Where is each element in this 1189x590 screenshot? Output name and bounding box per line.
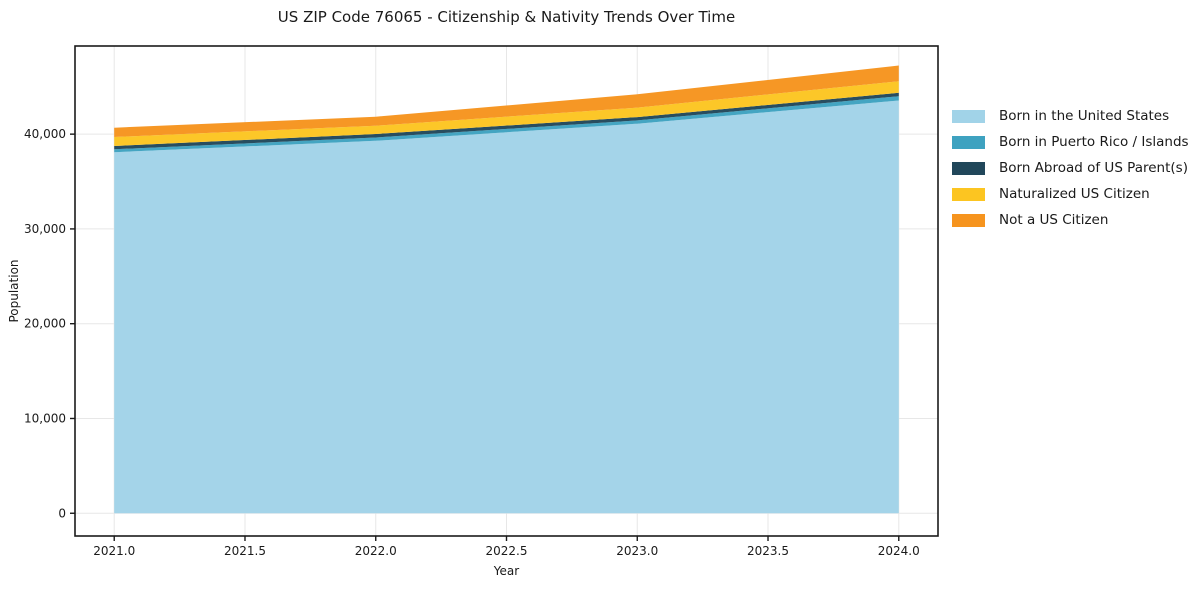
- legend-swatch: [952, 109, 985, 123]
- legend-item: Naturalized US Citizen: [952, 181, 1189, 207]
- x-axis-label: Year: [493, 564, 520, 578]
- y-tick-label: 30,000: [24, 222, 66, 236]
- area-band-born-in-the-united-states: [114, 100, 899, 514]
- area-band-not-a-us-citizen: [114, 65, 899, 137]
- legend-swatch: [952, 213, 985, 227]
- y-tick-label: 0: [58, 506, 66, 520]
- x-tick-label: 2022.0: [355, 544, 397, 558]
- x-tick-label: 2021.5: [224, 544, 266, 558]
- x-tick-label: 2023.0: [616, 544, 658, 558]
- legend-label: Born in the United States: [999, 108, 1170, 124]
- x-tick-label: 2024.0: [878, 544, 920, 558]
- y-axis-label: Population: [7, 259, 21, 323]
- area-band-born-abroad-of-us-parent-s: [114, 92, 899, 150]
- legend-label: Born in Puerto Rico / Islands: [999, 134, 1189, 150]
- area-band-naturalized-us-citizen: [114, 81, 899, 146]
- area-band-born-in-puerto-rico-islands: [114, 96, 899, 153]
- legend-item: Born Abroad of US Parent(s): [952, 155, 1189, 181]
- legend-swatch: [952, 135, 985, 149]
- y-tick-label: 20,000: [24, 317, 66, 331]
- y-tick-label: 40,000: [24, 127, 66, 141]
- legend-label: Naturalized US Citizen: [999, 186, 1150, 202]
- legend-swatch: [952, 161, 985, 175]
- x-tick-label: 2021.0: [93, 544, 135, 558]
- y-tick-label: 10,000: [24, 411, 66, 425]
- chart-title: US ZIP Code 76065 - Citizenship & Nativi…: [277, 8, 736, 26]
- legend-item: Born in Puerto Rico / Islands: [952, 129, 1189, 155]
- x-tick-label: 2023.5: [747, 544, 789, 558]
- legend-label: Not a US Citizen: [999, 212, 1109, 228]
- legend: Born in the United States Born in Puerto …: [952, 103, 1189, 233]
- legend-item: Born in the United States: [952, 103, 1189, 129]
- legend-label: Born Abroad of US Parent(s): [999, 160, 1188, 176]
- legend-swatch: [952, 187, 985, 201]
- x-tick-label: 2022.5: [486, 544, 528, 558]
- legend-item: Not a US Citizen: [952, 207, 1189, 233]
